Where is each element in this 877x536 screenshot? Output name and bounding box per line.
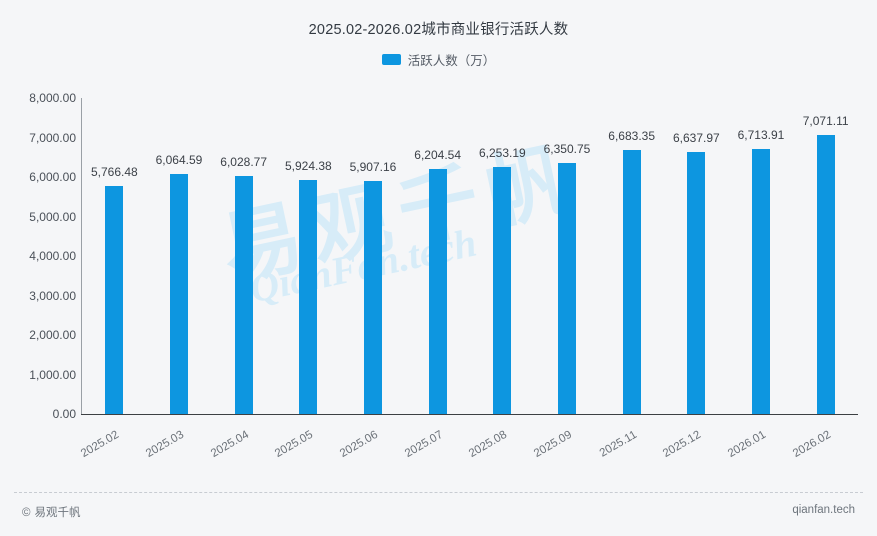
bar[interactable] bbox=[105, 186, 124, 414]
x-axis-tick: 2025.07 bbox=[402, 428, 445, 460]
bar-group: 6,204.54 bbox=[405, 0, 470, 414]
chart-legend: 活跃人数（万） bbox=[0, 50, 877, 69]
bar-value-label: 6,028.77 bbox=[220, 154, 268, 169]
y-axis-tick: 8,000.00 bbox=[29, 91, 76, 105]
bar[interactable] bbox=[687, 151, 706, 414]
x-axis-tick: 2025.04 bbox=[208, 428, 251, 460]
x-axis-tick: 2025.06 bbox=[337, 428, 380, 460]
bar-group: 6,683.35 bbox=[599, 0, 664, 414]
bar-value-label: 6,713.91 bbox=[737, 127, 785, 142]
y-axis-tick: 2,000.00 bbox=[29, 328, 76, 342]
bar-value-label: 6,637.97 bbox=[672, 130, 720, 145]
x-axis-tick-labels: 2025.02 2025.03 2025.04 2025.05 2025.06 2025.… bbox=[79, 414, 858, 474]
y-axis-tick: 4,000.00 bbox=[29, 249, 76, 263]
y-axis-tick: 0.00 bbox=[52, 407, 76, 421]
x-axis-line bbox=[81, 414, 858, 415]
bar[interactable] bbox=[816, 134, 835, 414]
x-axis-tick: 2025.08 bbox=[467, 428, 510, 460]
plot-area: 0.00 1,000.00 2,000.00 3,000.00 4,000.00 5,00… bbox=[0, 0, 858, 470]
y-axis-tick-labels: 0.00 1,000.00 2,000.00 3,000.00 4,000.00 5,00… bbox=[0, 0, 76, 470]
x-axis-tick: 2026.02 bbox=[790, 428, 833, 460]
bar-value-label: 6,204.54 bbox=[414, 147, 462, 162]
bar[interactable] bbox=[234, 175, 253, 414]
footer-copyright: © 易观千帆 bbox=[22, 504, 80, 520]
bar-value-label: 6,350.75 bbox=[543, 142, 591, 157]
bar-group: 6,253.19 bbox=[470, 0, 535, 414]
x-axis-tick: 2026.01 bbox=[725, 428, 768, 460]
bar[interactable] bbox=[751, 148, 770, 414]
x-axis-tick: 2025.11 bbox=[597, 428, 639, 460]
bar-value-label: 6,064.59 bbox=[155, 153, 203, 168]
bar[interactable] bbox=[299, 180, 318, 414]
legend-item-label[interactable]: 活跃人数（万） bbox=[407, 54, 496, 68]
x-axis-tick: 2025.09 bbox=[531, 428, 574, 460]
bar-value-label: 6,683.35 bbox=[608, 129, 656, 144]
bar[interactable] bbox=[557, 163, 576, 414]
footer-site-label: qianfan.tech bbox=[792, 504, 855, 516]
bar[interactable] bbox=[493, 167, 512, 414]
x-axis-tick: 2025.03 bbox=[143, 428, 186, 460]
bar-value-label: 5,766.48 bbox=[90, 165, 138, 180]
bar[interactable] bbox=[622, 150, 641, 414]
bar[interactable] bbox=[428, 168, 447, 414]
bar-group: 7,071.11 bbox=[793, 0, 858, 414]
bar-value-label: 5,924.38 bbox=[284, 159, 332, 173]
footer: © 易观千帆 qianfan.tech bbox=[0, 500, 877, 530]
y-axis-tick: 5,000.00 bbox=[29, 209, 76, 224]
x-axis-tick: 2025.05 bbox=[273, 428, 316, 460]
bar-group: 5,907.16 bbox=[341, 0, 406, 414]
y-axis-line bbox=[81, 98, 82, 415]
bar-series: 5,766.48 6,064.59 6,028.77 5,924.38 5,907.16… bbox=[82, 0, 858, 414]
bar-group: 6,350.75 bbox=[535, 0, 600, 414]
bar-group: 5,766.48 bbox=[82, 0, 147, 414]
footer-divider bbox=[14, 492, 863, 493]
x-axis-tick: 2025.02 bbox=[79, 428, 122, 460]
bar-value-label: 6,253.19 bbox=[478, 146, 526, 160]
bar-group: 6,064.59 bbox=[147, 0, 212, 414]
footer-left-label: 易观千帆 bbox=[34, 507, 81, 519]
bar[interactable] bbox=[169, 174, 188, 414]
page-title: 2025.02-2026.02城市商业银行活跃人数 bbox=[308, 22, 569, 38]
bar-value-label: 5,907.16 bbox=[349, 159, 397, 174]
bar-value-label: 7,071.11 bbox=[802, 113, 849, 128]
y-axis-tick: 3,000.00 bbox=[29, 288, 76, 303]
legend-swatch-icon[interactable] bbox=[381, 54, 401, 65]
y-axis-tick: 7,000.00 bbox=[29, 130, 76, 145]
copyright-icon: © bbox=[22, 507, 31, 519]
bar[interactable] bbox=[363, 180, 382, 414]
bar-group: 6,713.91 bbox=[729, 0, 794, 414]
bar-group: 6,637.97 bbox=[664, 0, 729, 414]
bar-group: 5,924.38 bbox=[276, 0, 341, 414]
x-axis-tick: 2025.12 bbox=[661, 428, 704, 460]
bar-group: 6,028.77 bbox=[211, 0, 276, 414]
y-axis-tick: 1,000.00 bbox=[29, 367, 76, 382]
y-axis-tick: 6,000.00 bbox=[29, 170, 76, 184]
